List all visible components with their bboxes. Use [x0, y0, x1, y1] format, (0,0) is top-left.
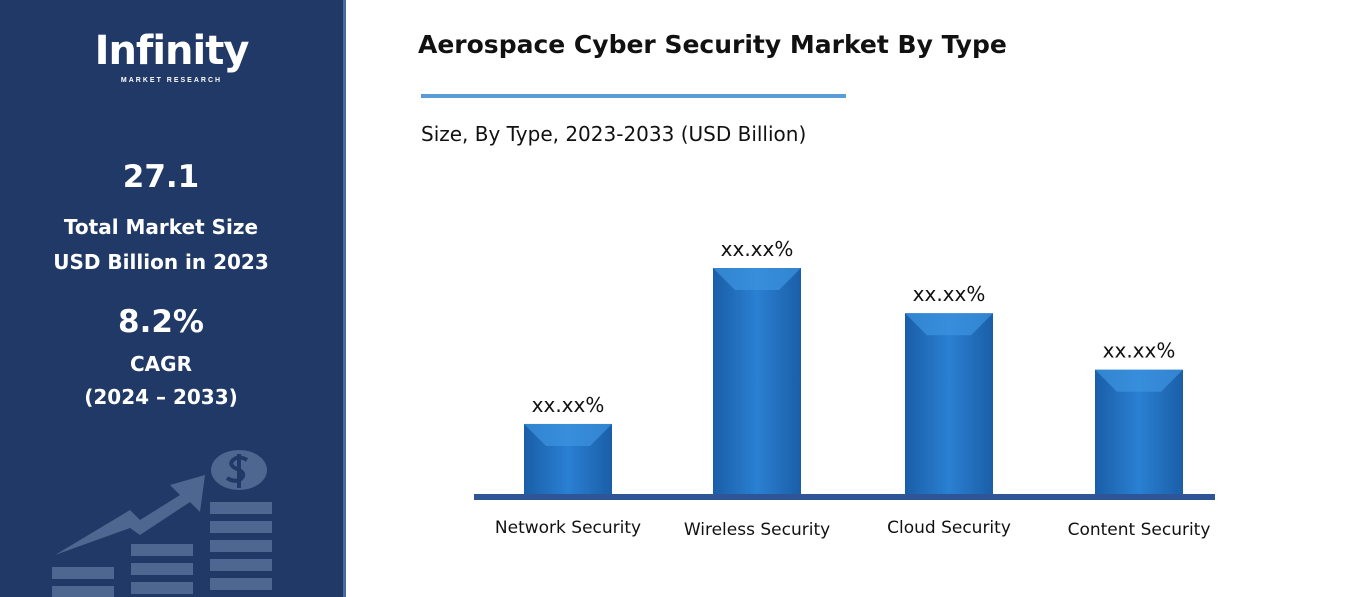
data-label: xx.xx%: [532, 393, 605, 417]
bar-bevel: [713, 268, 801, 290]
logo: Infinity MARKET RESEARCH: [0, 28, 343, 86]
bar-bevel: [905, 313, 993, 336]
logo-subtext: MARKET RESEARCH: [120, 77, 223, 84]
category-label: Wireless Security: [684, 520, 830, 540]
data-label: xx.xx%: [721, 237, 794, 261]
title-underline: [421, 94, 846, 98]
category-label: Cloud Security: [887, 518, 1011, 538]
market-size-unit: USD Billion in 2023: [53, 250, 269, 274]
market-size-value: 27.1: [122, 159, 200, 195]
cagr-period: (2024 – 2033): [84, 385, 238, 409]
bar: [713, 268, 801, 494]
logo-text: Infinity: [94, 28, 250, 74]
bar-bevel: [524, 423, 612, 446]
cagr-value: 8.2%: [118, 304, 204, 340]
chart-title: Aerospace Cyber Security Market By Type: [418, 30, 1007, 59]
bar-bevel: [1095, 369, 1183, 392]
sidebar: Infinity MARKET RESEARCH 27.1 Total Mark…: [0, 0, 346, 597]
x-axis-baseline: [474, 494, 1215, 500]
bar: [905, 313, 993, 494]
chart-subtitle: Size, By Type, 2023-2033 (USD Billion): [421, 122, 807, 146]
data-label: xx.xx%: [1103, 339, 1176, 363]
cagr-label: CAGR: [130, 352, 192, 376]
category-label: Content Security: [1068, 520, 1211, 540]
data-label: xx.xx%: [913, 282, 986, 306]
category-label: Network Security: [495, 518, 641, 538]
growth-chart-dollar-icon: [52, 450, 272, 597]
market-size-label: Total Market Size: [63, 215, 259, 239]
